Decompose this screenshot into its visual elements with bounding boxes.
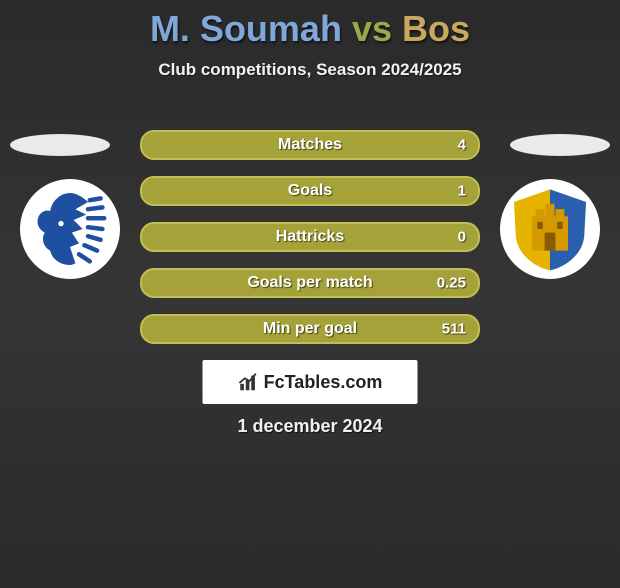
stat-value-right: 511 bbox=[442, 321, 466, 338]
player2-name: Bos bbox=[402, 8, 470, 49]
stat-label: Goals per match bbox=[247, 274, 372, 292]
comparison-title: M. Soumah vs Bos bbox=[0, 8, 620, 50]
stat-value-right: 1 bbox=[458, 183, 466, 200]
bar-chart-icon bbox=[238, 371, 260, 393]
stat-label: Hattricks bbox=[276, 228, 344, 246]
context-subtitle: Club competitions, Season 2024/2025 bbox=[0, 60, 620, 80]
player1-name: M. Soumah bbox=[150, 8, 342, 49]
stat-row: Goals per match 0.25 bbox=[140, 268, 480, 298]
player2-dot-icon bbox=[510, 134, 610, 156]
branding-badge[interactable]: FcTables.com bbox=[203, 360, 418, 404]
player1-dot-icon bbox=[10, 134, 110, 156]
stat-value-right: 4 bbox=[458, 137, 466, 154]
team-right-crest bbox=[500, 179, 600, 279]
castle-shield-icon bbox=[505, 184, 595, 274]
indian-head-icon bbox=[25, 184, 115, 274]
stat-value-right: 0 bbox=[458, 229, 466, 246]
stat-label: Goals bbox=[288, 182, 332, 200]
branding-text: FcTables.com bbox=[264, 372, 383, 393]
vs-word: vs bbox=[352, 8, 392, 49]
team-left-crest bbox=[20, 179, 120, 279]
stats-container: Matches 4 Goals 1 Hattricks 0 Goals per match 0… bbox=[140, 130, 480, 360]
stat-row: Goals 1 bbox=[140, 176, 480, 206]
snapshot-date: 1 december 2024 bbox=[0, 416, 620, 437]
stat-value-right: 0.25 bbox=[437, 275, 466, 292]
stat-row: Matches 4 bbox=[140, 130, 480, 160]
stat-label: Min per goal bbox=[263, 320, 357, 338]
stat-row: Min per goal 511 bbox=[140, 314, 480, 344]
stat-row: Hattricks 0 bbox=[140, 222, 480, 252]
stat-label: Matches bbox=[278, 136, 342, 154]
